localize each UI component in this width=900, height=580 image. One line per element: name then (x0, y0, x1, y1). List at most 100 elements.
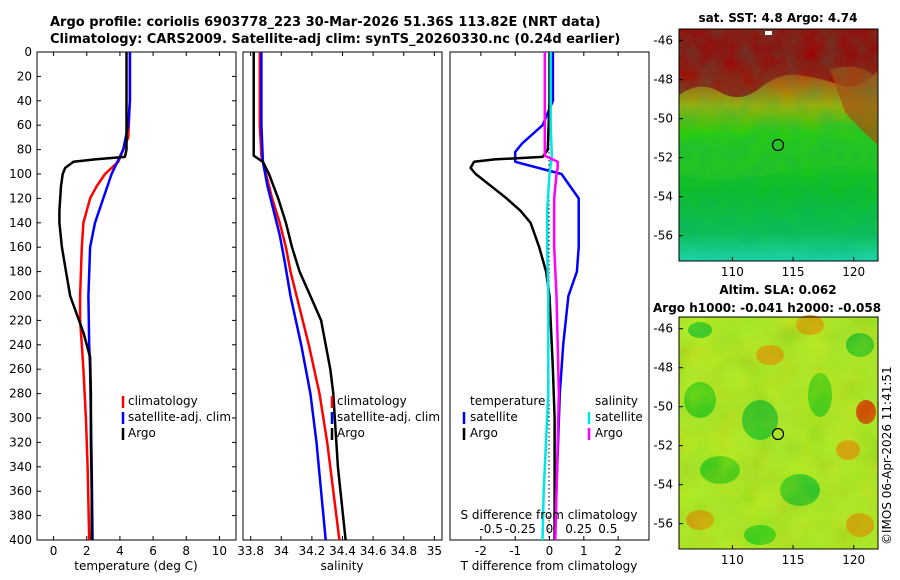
sst-missing-pixel (765, 31, 772, 35)
depth-tick-label: 180 (9, 265, 32, 279)
map-lat-label: -46 (653, 34, 673, 48)
temperature-xlabel: temperature (deg C) (74, 559, 197, 573)
map-lat-label: -50 (653, 400, 673, 414)
sst-argo-location-marker (771, 138, 785, 152)
sst-map: sat. SST: 4.8 Argo: 4.74 110 115 120 -46 -48… (653, 11, 879, 279)
series-line-temperature-argo (469, 52, 556, 540)
x-tick-label: 10 (212, 544, 227, 558)
depth-tick-label: 100 (9, 167, 32, 181)
map-lat-label: -54 (653, 478, 673, 492)
s-difference-tick-labels: -0.5 -0.25 0 0.25 0.5 (479, 522, 617, 536)
depth-tick-label: 280 (9, 387, 32, 401)
map-lon-label: 110 (721, 553, 744, 567)
sst-map-ticks: 110 115 120 -46 -48 -50 -52 -54 -56 (653, 34, 865, 279)
map-lat-label: -56 (653, 517, 673, 531)
difference-series (469, 52, 580, 541)
header-line1: Argo profile: coriolis 6903778_223 30-Ma… (50, 15, 601, 30)
map-lat-label: -52 (653, 439, 673, 453)
salinity-panel: 33.8 34 34.2 34.4 34.6 34.8 35 salinity climat… (237, 51, 443, 573)
map-lat-label: -46 (653, 322, 673, 336)
map-lat-label: -54 (653, 190, 673, 204)
sla-map-frame (678, 316, 879, 550)
map-lon-label: 115 (782, 265, 805, 279)
x-tick-label: 4 (116, 544, 124, 558)
series-line-salinity-satellite (541, 52, 554, 541)
depth-tick-label: 320 (9, 435, 32, 449)
depth-tick-label: 0 (24, 45, 32, 59)
x-tick-label: 8 (182, 544, 190, 558)
depth-tick-label: 240 (9, 338, 32, 352)
map-lon-label: 115 (782, 553, 805, 567)
x-tick-label: 33.8 (237, 544, 264, 558)
map-lon-label: 120 (842, 553, 865, 567)
legend-argo: Argo (337, 426, 365, 440)
s-tick-label: -0.5 (479, 522, 502, 536)
legend-salinity-header: salinity (595, 394, 638, 408)
legend-t-satellite: satellite (470, 410, 518, 424)
x-tick-label: 34 (274, 544, 289, 558)
sla-texture (679, 317, 878, 549)
map-lon-label: 110 (721, 265, 744, 279)
s-tick-label: -0.25 (505, 522, 536, 536)
sla-map-ticks: 110 115 120 -46 -48 -50 -52 -54 -56 (653, 322, 865, 567)
legend-satellite-adj: satellite-adj. clim (337, 410, 440, 424)
depth-tick-label: 40 (17, 94, 32, 108)
sst-texture (679, 29, 878, 261)
series-line-argo (58, 52, 128, 540)
depth-tick-label: 160 (9, 240, 32, 254)
x-tick-label: 35 (427, 544, 442, 558)
legend-s-argo: Argo (595, 426, 623, 440)
sla-argo-location-marker (771, 427, 785, 441)
s-tick-label: 0 (546, 522, 554, 536)
difference-legend: temperature satellite Argo salinity sate… (462, 394, 643, 440)
depth-tick-label: 400 (9, 533, 32, 547)
map-lat-label: -52 (653, 151, 673, 165)
temperature-legend: climatology satellite-adj. clim Argo (121, 394, 231, 440)
depth-tick-label: 220 (9, 313, 32, 327)
depth-tick-label: 120 (9, 191, 32, 205)
x-tick-label: 34.6 (360, 544, 387, 558)
depth-tick-label: 60 (17, 118, 32, 132)
temperature-tick-labels: 0 2 4 6 8 10 (50, 52, 227, 558)
series-line-salinity-argo (543, 52, 561, 541)
temperature-panel: 0204060801001201401601802002202402602803… (9, 45, 649, 573)
salinity-axes-box (242, 51, 443, 541)
x-tick-label: 34.4 (329, 544, 356, 558)
x-tick-label: 2 (83, 544, 91, 558)
depth-tick-label: 200 (9, 289, 32, 303)
legend-t-argo: Argo (470, 426, 498, 440)
difference-panel: -2 -1 0 1 2 -0.5 -0.25 0 0.25 0.5 S difference f… (449, 51, 650, 573)
sst-map-frame (678, 28, 879, 262)
x-tick-label: -1 (509, 544, 521, 558)
salinity-tick-labels: 33.8 34 34.2 34.4 34.6 34.8 35 (237, 52, 442, 558)
legend-s-satellite: satellite (595, 410, 643, 424)
t-difference-xlabel: T difference from climatology (460, 559, 638, 573)
depth-tick-label: 140 (9, 216, 32, 230)
x-tick-label: 34.2 (299, 544, 326, 558)
x-tick-label: 0 (50, 544, 58, 558)
s-tick-label: 0.25 (565, 522, 592, 536)
temperature-series (58, 52, 132, 541)
depth-tick-label: 300 (9, 411, 32, 425)
depth-tick-label: 80 (17, 143, 32, 157)
legend-temperature-header: temperature (470, 394, 545, 408)
depth-tick-label: 360 (9, 484, 32, 498)
x-tick-label: 34.8 (390, 544, 417, 558)
temperature-axes-box (36, 51, 237, 541)
legend-climatology: climatology (128, 394, 198, 408)
depth-tick-label: 340 (9, 460, 32, 474)
sla-map: Altim. SLA: 0.062 Argo h1000: -0.041 h20… (653, 283, 881, 567)
salinity-xlabel: salinity (320, 559, 363, 573)
x-tick-label: 0 (546, 544, 554, 558)
x-tick-label: 2 (614, 544, 622, 558)
sla-map-title-1: Altim. SLA: 0.062 (719, 283, 836, 297)
depth-tick-label: 260 (9, 362, 32, 376)
s-difference-xlabel: S difference from climatology (461, 508, 638, 522)
series-line-argo (252, 52, 347, 541)
sla-map-title-2: Argo h1000: -0.041 h2000: -0.058 (653, 301, 881, 315)
map-lat-label: -48 (653, 361, 673, 375)
legend-climatology: climatology (337, 394, 407, 408)
map-lon-label: 120 (842, 265, 865, 279)
map-lat-label: -48 (653, 73, 673, 87)
